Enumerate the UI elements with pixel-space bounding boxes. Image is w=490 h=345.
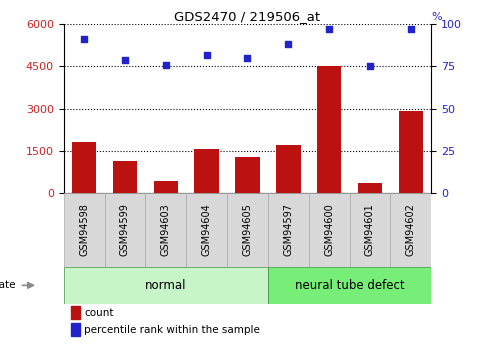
Text: GSM94600: GSM94600 (324, 204, 334, 256)
Text: count: count (84, 308, 113, 318)
Point (244, 55, 251, 61)
Text: GSM94598: GSM94598 (79, 204, 89, 256)
Bar (64, 267, 268, 304)
Point (325, 27, 333, 32)
Text: %: % (431, 12, 442, 22)
Point (407, 27, 415, 32)
Text: GSM94599: GSM94599 (120, 204, 130, 256)
Bar (113, 161, 137, 193)
Bar (391, 193, 431, 267)
Bar (104, 193, 146, 267)
Point (162, 62, 170, 67)
Bar (398, 111, 423, 193)
Bar (186, 193, 227, 267)
Bar (71, 306, 80, 319)
Point (366, 63, 374, 69)
Text: GSM94597: GSM94597 (283, 204, 294, 256)
Text: GSM94603: GSM94603 (161, 204, 171, 256)
Bar (317, 66, 342, 193)
Title: GDS2470 / 219506_at: GDS2470 / 219506_at (174, 10, 320, 23)
Point (80, 37, 88, 42)
Bar (276, 145, 300, 193)
Text: GSM94604: GSM94604 (201, 204, 212, 256)
Bar (349, 193, 391, 267)
Bar (268, 193, 309, 267)
Bar (195, 149, 219, 193)
Text: normal: normal (145, 279, 187, 292)
Point (121, 57, 129, 62)
Text: neural tube defect: neural tube defect (294, 279, 404, 292)
Bar (71, 323, 80, 336)
Bar (227, 193, 268, 267)
Bar (64, 193, 104, 267)
Text: GSM94602: GSM94602 (406, 204, 416, 256)
Bar (358, 183, 382, 193)
Bar (268, 267, 431, 304)
Text: GSM94605: GSM94605 (243, 204, 252, 256)
Point (284, 42, 292, 47)
Text: percentile rank within the sample: percentile rank within the sample (84, 325, 260, 335)
Bar (235, 157, 260, 193)
Bar (72, 142, 97, 193)
Text: disease state: disease state (0, 280, 16, 290)
Text: GSM94601: GSM94601 (365, 204, 375, 256)
Bar (146, 193, 186, 267)
Bar (309, 193, 349, 267)
Point (203, 52, 211, 57)
Bar (153, 181, 178, 193)
